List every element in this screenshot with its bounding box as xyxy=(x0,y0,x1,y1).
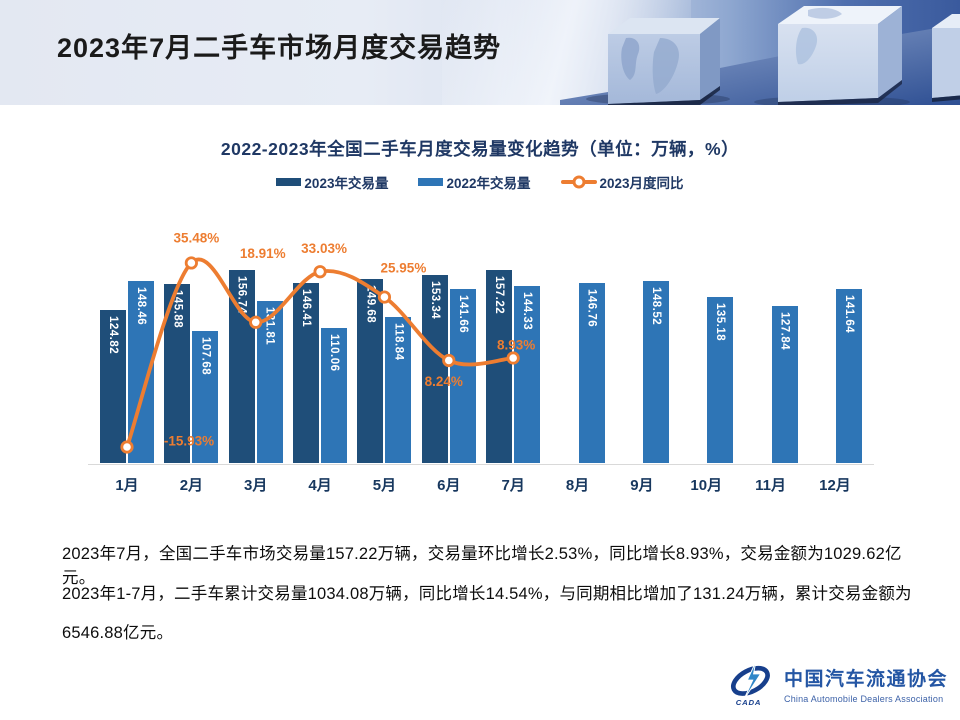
legend-label: 2023月度同比 xyxy=(599,176,684,191)
summary-line-3: 6546.88亿元。 xyxy=(62,624,174,642)
bar: 149.68 xyxy=(357,279,384,463)
decorative-cubes-graphic xyxy=(560,6,960,105)
x-axis-label: 1月 xyxy=(115,477,139,494)
bar: 107.68 xyxy=(192,330,219,463)
logo-name-en: China Automobile Dealers Association xyxy=(784,694,944,704)
legend-item-2022: 2022年交易量 xyxy=(418,172,531,192)
bar-value-label: 146.76 xyxy=(585,288,598,327)
bar: 156.74 xyxy=(228,270,255,463)
x-axis-label: 2月 xyxy=(179,477,204,494)
bar-value-label: 145.88 xyxy=(171,289,184,328)
cada-logo: CADA 中国汽车流通协会 China Automobile Dealers A… xyxy=(728,656,948,712)
x-axis-label: 12月 xyxy=(819,477,851,494)
bar: 131.81 xyxy=(256,301,283,463)
summary-line-2: 2023年1-7月，二手车累计交易量1034.08万辆，同比增长14.54%，与… xyxy=(62,585,912,603)
bar-value-label: 146.41 xyxy=(300,289,313,328)
legend-swatch-2022 xyxy=(418,178,444,186)
x-axis-label: 3月 xyxy=(244,477,268,494)
bar: 157.22 xyxy=(486,269,513,463)
cada-logo-text: 中国汽车流通协会 China Automobile Dealers Associ… xyxy=(784,664,948,704)
bar: 118.84 xyxy=(385,317,412,463)
bar: 146.76 xyxy=(578,282,605,463)
legend-label: 2023年交易量 xyxy=(304,176,389,191)
bar-value-label: 110.06 xyxy=(328,333,341,372)
bar: 148.46 xyxy=(128,280,154,463)
bar: 141.66 xyxy=(449,288,476,463)
bar-value-label: 149.68 xyxy=(364,285,377,324)
legend-swatch-2023 xyxy=(276,178,302,186)
x-axis-label: 9月 xyxy=(630,477,654,494)
chart-legend: 2023年交易量 2022年交易量 2023月度同比 xyxy=(0,172,960,192)
bar-value-label: 141.66 xyxy=(456,294,469,334)
bar-value-label: 144.33 xyxy=(521,291,534,330)
bar: 153.34 xyxy=(421,274,448,463)
bar-value-label: 148.52 xyxy=(649,286,662,325)
bar: 144.33 xyxy=(514,285,541,463)
page-title: 2023年7月二手车市场月度交易趋势 xyxy=(57,33,502,63)
x-axis-label: 7月 xyxy=(501,477,525,494)
bar: 127.84 xyxy=(771,305,798,463)
bar-value-label: 135.18 xyxy=(714,302,727,342)
bar: 146.41 xyxy=(293,283,320,463)
bar-value-label: 118.84 xyxy=(392,323,405,361)
bar-value-label: 148.46 xyxy=(135,286,147,325)
bar-value-label: 157.22 xyxy=(493,275,506,315)
legend-line-marker-icon xyxy=(560,175,597,189)
svg-text:CADA: CADA xyxy=(736,698,761,707)
bar: 145.88 xyxy=(164,283,191,463)
bar-value-label: 141.64 xyxy=(842,294,855,334)
bar-value-label: 131.81 xyxy=(263,307,276,346)
x-axis-label: 8月 xyxy=(565,477,590,494)
bar: 124.82 xyxy=(100,309,126,463)
bar-value-label: 107.68 xyxy=(199,336,212,375)
bar-value-label: 156.74 xyxy=(235,276,248,315)
summary-line-1: 2023年7月，全国二手车市场交易量157.22万辆，交易量环比增长2.53%，… xyxy=(62,545,902,587)
logo-name-cn: 中国汽车流通协会 xyxy=(784,669,949,690)
x-axis-label: 11月 xyxy=(755,477,787,494)
bar-value-label: 124.82 xyxy=(107,315,119,354)
bar: 135.18 xyxy=(707,296,734,463)
x-axis-label: 4月 xyxy=(308,477,332,494)
slide-header: 2023年7月二手车市场月度交易趋势 xyxy=(0,0,960,105)
legend-label: 2022年交易量 xyxy=(446,176,531,191)
chart-title: 2022-2023年全国二手车月度交易量变化趋势（单位：万辆，%） xyxy=(220,139,740,159)
bar: 141.64 xyxy=(835,288,862,463)
bar-value-label: 127.84 xyxy=(778,311,791,351)
bar-value-label: 153.34 xyxy=(428,280,441,319)
bar: 110.06 xyxy=(321,327,348,463)
x-axis-line xyxy=(88,464,874,465)
legend-item-yoy: 2023月度同比 xyxy=(560,172,684,192)
x-axis-label: 5月 xyxy=(372,477,397,494)
x-axis-label: 6月 xyxy=(437,477,461,494)
legend-item-2023: 2023年交易量 xyxy=(276,172,388,192)
bar: 148.52 xyxy=(642,280,669,463)
cada-emblem-icon: CADA xyxy=(731,661,770,707)
x-axis-label: 10月 xyxy=(690,477,723,494)
